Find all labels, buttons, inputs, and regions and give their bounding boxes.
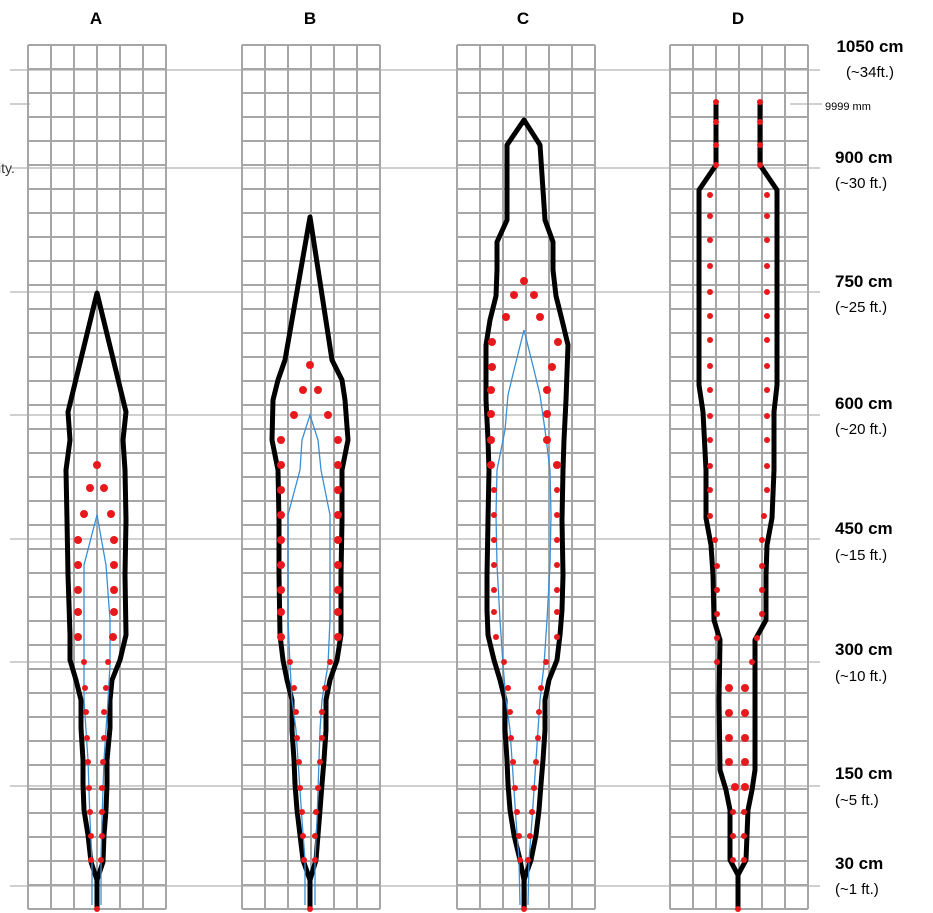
height-scale: 1050 cm (~34ft.) 9999 mm 900 cm (~30 ft.… bbox=[825, 37, 904, 898]
column-label-a: A bbox=[90, 9, 102, 28]
dots-a bbox=[74, 461, 118, 912]
scale-top-sub: (~34ft.) bbox=[846, 64, 894, 81]
outline-d-right bbox=[735, 100, 780, 877]
outline-a bbox=[63, 290, 129, 909]
scale-limit-label: 9999 mm bbox=[825, 101, 871, 113]
grid-panel-c bbox=[456, 44, 596, 910]
scale-150-sub: (~5 ft.) bbox=[835, 792, 879, 809]
scale-900-sub: (~30 ft.) bbox=[835, 175, 887, 192]
grid-panels bbox=[27, 44, 809, 910]
dots-b bbox=[277, 361, 342, 912]
outline-b bbox=[269, 214, 351, 909]
scale-300-main: 300 cm bbox=[835, 640, 893, 659]
shape-a bbox=[63, 290, 129, 912]
dots-d bbox=[707, 99, 770, 912]
scale-450-sub: (~15 ft.) bbox=[835, 547, 887, 564]
scale-450-main: 450 cm bbox=[835, 519, 893, 538]
edge-text-fragment: ity. bbox=[0, 160, 15, 176]
shape-c bbox=[483, 117, 571, 912]
scale-600-main: 600 cm bbox=[835, 394, 893, 413]
scale-300-sub: (~10 ft.) bbox=[835, 668, 887, 685]
outline-d bbox=[696, 100, 741, 909]
column-label-d: D bbox=[732, 9, 744, 28]
shape-d bbox=[696, 99, 780, 912]
grid-panel-b bbox=[241, 44, 381, 910]
scale-900-main: 900 cm bbox=[835, 148, 893, 167]
shape-b bbox=[269, 214, 351, 912]
scale-750-main: 750 cm bbox=[835, 272, 893, 291]
grid-panel-a bbox=[27, 44, 167, 910]
grid-panel-d bbox=[669, 44, 809, 910]
scale-750-sub: (~25 ft.) bbox=[835, 299, 887, 316]
scale-30-main: 30 cm bbox=[835, 854, 883, 873]
scale-30-sub: (~1 ft.) bbox=[835, 881, 879, 898]
inner-line-c bbox=[495, 329, 552, 906]
dots-c bbox=[487, 277, 562, 912]
inner-line-a bbox=[83, 514, 111, 905]
column-label-c: C bbox=[517, 9, 529, 28]
scale-150-main: 150 cm bbox=[835, 764, 893, 783]
outline-c bbox=[483, 117, 571, 909]
inner-line-b bbox=[287, 412, 331, 905]
scale-600-sub: (~20 ft.) bbox=[835, 421, 887, 438]
column-label-b: B bbox=[304, 9, 316, 28]
scale-top-main: 1050 cm bbox=[836, 37, 903, 56]
